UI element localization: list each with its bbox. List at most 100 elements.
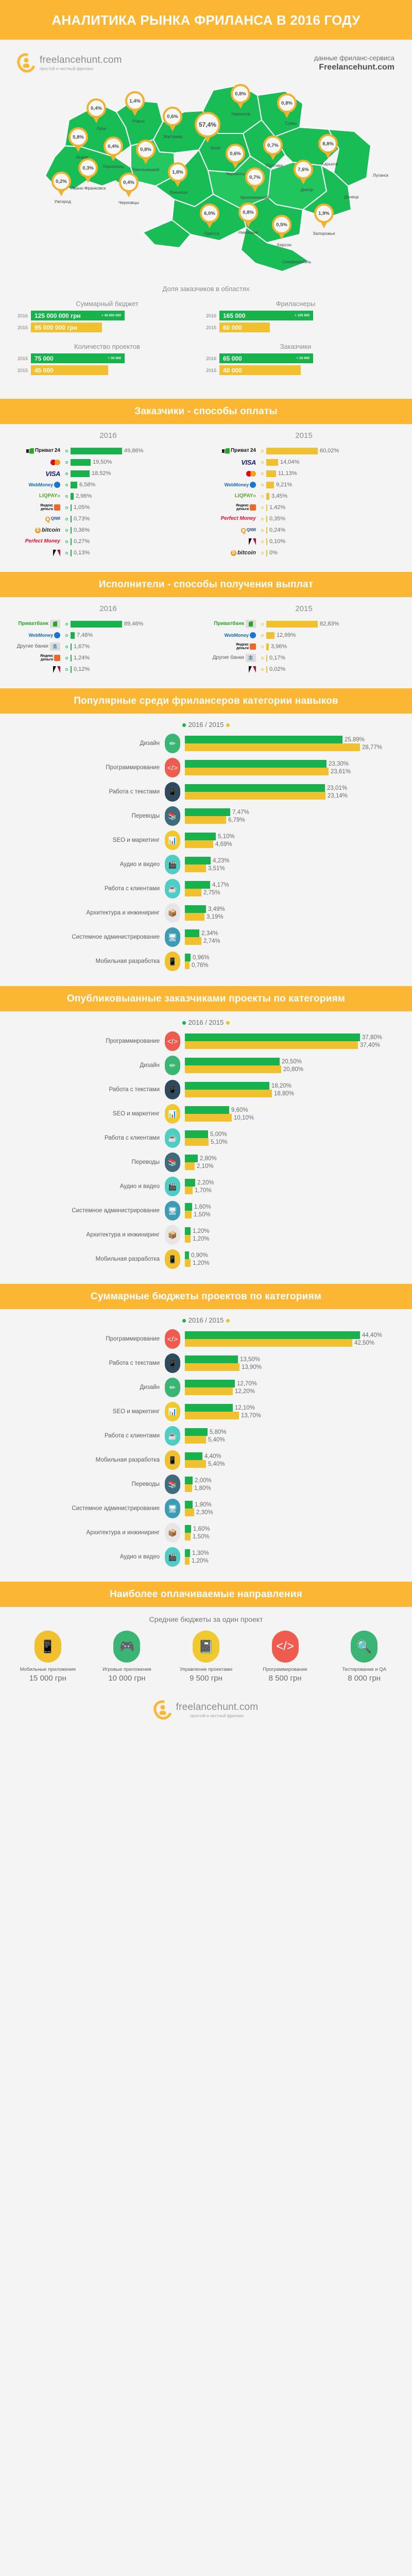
payment-bar xyxy=(71,447,122,454)
chart-bars: 44,40% 42,50% xyxy=(180,1331,402,1347)
chart-bar-value: 2,00% xyxy=(195,1477,212,1484)
chart-bar-row: 12,10% xyxy=(185,1404,402,1412)
kpi-title: Заказчики xyxy=(280,343,312,350)
payment-value: 1,42% xyxy=(269,504,286,511)
clients-icon: ☕ xyxy=(165,879,180,899)
chart-bar-row: 23,30% xyxy=(185,760,402,768)
chart-bar-row: 5,40% xyxy=(185,1436,402,1444)
payment-bar xyxy=(266,481,274,488)
chart-bars: 1,20% 1,20% xyxy=(180,1227,402,1243)
payment-value: 89,46% xyxy=(124,621,144,627)
video-icon: 🎬 xyxy=(165,855,180,874)
section-title-freelancers-payment: Исполнители - способы получения выплат xyxy=(0,572,412,597)
chart-bar-value: 5,40% xyxy=(208,1436,225,1443)
payment-brand: WebMoney xyxy=(13,630,63,640)
kpi-value: 75 000 xyxy=(35,354,54,362)
map-pin-value: 5,8% xyxy=(68,127,88,147)
payment-bar xyxy=(266,493,269,500)
chart-legend: 2016 / 2015 xyxy=(0,1309,412,1329)
map-pin: 0,8% Хмельницкий xyxy=(132,140,159,174)
chart-bar-row: 0,90% xyxy=(185,1251,402,1259)
kpi-year: 2015 xyxy=(18,367,28,373)
chart-category-row: Мобильная разработка 📱 0,90% 1,20% xyxy=(10,1249,402,1269)
chart-bars: 13,50% 13,90% xyxy=(180,1355,402,1371)
payment-bar xyxy=(71,527,72,534)
chart-bar-row: 1,20% xyxy=(185,1259,402,1267)
chart-bar-row: 13,50% xyxy=(185,1355,402,1363)
payment-bar xyxy=(71,632,75,639)
payment-value: 0,73% xyxy=(74,516,90,522)
chart-bar-value: 2,75% xyxy=(203,889,220,896)
payment-bar xyxy=(71,666,72,673)
map-pin-value: 0,3% xyxy=(78,158,98,178)
map-pin-city: Днепр xyxy=(300,187,313,192)
chart-bar-row: 4,17% xyxy=(185,881,402,889)
kpi-row: 2015 40 000 xyxy=(206,365,385,375)
chart-bar xyxy=(185,1259,191,1267)
payment-value: 1,05% xyxy=(74,504,90,511)
map-pin: 0,6% Житомир xyxy=(163,107,182,141)
chart-bar-value: 3,49% xyxy=(208,906,225,912)
chart-bar-value: 1,80% xyxy=(194,1485,211,1492)
chart-bar-row: 2,00% xyxy=(185,1477,402,1484)
kpi-card: Суммарный бюджет 2016 125 000 000 грн + 30 … xyxy=(18,300,206,343)
map-pin-value: 1,9% xyxy=(314,204,334,223)
legend-dot-2016 xyxy=(182,723,186,727)
payment-value: 60,02% xyxy=(320,448,339,454)
chart-bars: 12,10% 13,70% xyxy=(180,1404,402,1419)
map-pin-value: 0,6% xyxy=(226,144,245,163)
chart-bar-row: 5,80% xyxy=(185,1428,402,1436)
map-pin-city: Тернополь xyxy=(102,164,125,169)
chart-bars: 2,20% 1,70% xyxy=(180,1179,402,1194)
chart-bars: 0,96% 0,76% xyxy=(180,954,402,969)
chart-bar-value: 3,19% xyxy=(207,913,224,920)
payment-brand: LIQPAY» xyxy=(209,491,259,501)
chart-bar-value: 1,60% xyxy=(193,1526,210,1532)
legend-dot-2015 xyxy=(226,1021,230,1025)
kpi-grid: Суммарный бюджет 2016 125 000 000 грн + 30 … xyxy=(0,299,412,399)
design-icon: ✏ xyxy=(165,1056,180,1075)
chart-bar-row: 1,50% xyxy=(185,1533,402,1540)
chart-bar-row: 5,40% xyxy=(185,1460,402,1468)
magnifier-icon: 🔍 xyxy=(351,1631,378,1663)
chart-bar-row: 3,49% xyxy=(185,905,402,913)
payment-bar xyxy=(71,470,90,477)
section-title-projects: Опубликовыанные заказчиками проекты по к… xyxy=(0,986,412,1011)
sysadmin-icon: 🖥 xyxy=(165,927,180,947)
bullet-dot xyxy=(65,622,68,625)
bullet-dot xyxy=(261,483,264,486)
mastercard-logo-icon xyxy=(50,459,60,465)
map-caption: Доля заказчиков в областях xyxy=(162,285,250,293)
mobile-icon: 📱 xyxy=(165,1450,180,1470)
chart-bar-row: 20,80% xyxy=(185,1065,402,1073)
chart-bar-value: 2,10% xyxy=(197,1163,214,1170)
translate-icon: 📚 xyxy=(165,1153,180,1172)
chart-bar-value: 4,69% xyxy=(215,841,232,848)
kpi-value: 60 000 xyxy=(223,324,242,331)
payment-bar xyxy=(71,515,72,522)
chart-bar-row: 2,30% xyxy=(185,1509,402,1516)
map-pin-city: Херсон xyxy=(277,242,291,247)
map-region-label: Луганск xyxy=(373,173,389,178)
chart-category-label: Аудио и видео xyxy=(119,1554,160,1560)
payment-bar xyxy=(71,643,72,650)
chart-bar xyxy=(185,1106,229,1114)
kpi-card: Заказчики 2016 65 000 + 25 000 2015 40 000 xyxy=(206,343,394,385)
code-icon: </> xyxy=(165,1031,180,1051)
map-pin-city: Ужгород xyxy=(54,199,71,204)
chart-bars: 4,17% 2,75% xyxy=(180,881,402,896)
chart-bars: 23,30% 23,61% xyxy=(180,760,402,775)
bullet-dot xyxy=(261,472,264,475)
chart-bar-row: 3,51% xyxy=(185,865,402,872)
top-paid-value: 15 000 грн xyxy=(29,1674,66,1683)
map-pin-value: 0,4% xyxy=(87,98,106,118)
bullet-dot xyxy=(65,472,68,475)
chart-category-row: Аудио и видео 🎬 1,30% 1,20% xyxy=(10,1547,402,1567)
clients-icon: ☕ xyxy=(165,1426,180,1446)
code-icon: </> xyxy=(271,1631,299,1663)
map-pin: 1,4% Ровно xyxy=(125,91,145,125)
chart-bar xyxy=(185,1211,192,1218)
payment-method-row: Яндекс деньги 3,96% xyxy=(209,641,399,652)
chart-bars: 9,60% 10,10% xyxy=(180,1106,402,1122)
perfect-money-logo-icon: Perfect Money xyxy=(25,538,60,544)
